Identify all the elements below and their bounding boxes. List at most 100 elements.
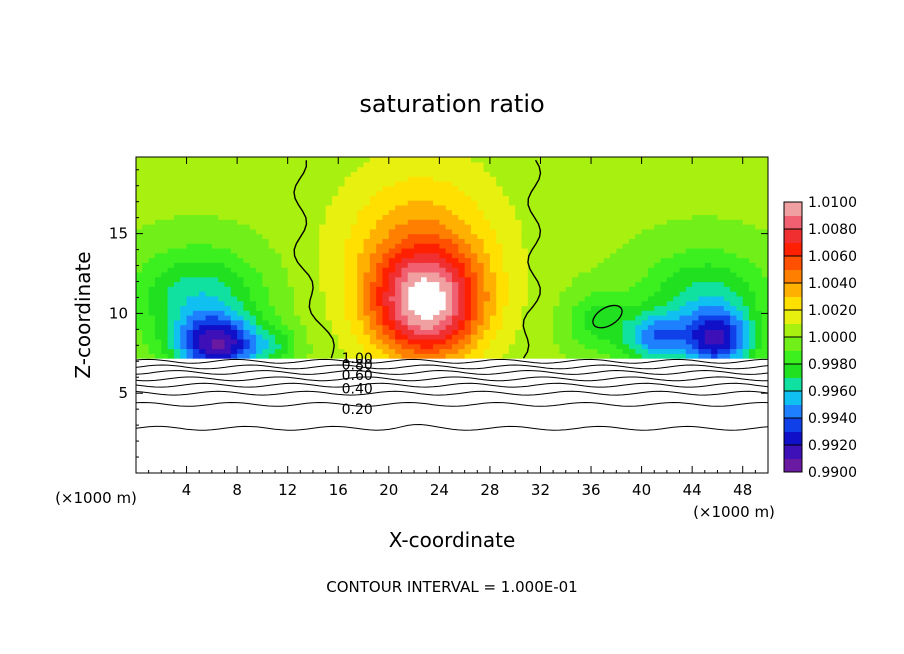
- field-cell: [603, 252, 611, 259]
- colorbar-tick-label: 0.9940: [808, 411, 857, 427]
- field-cell: [439, 247, 447, 254]
- field-cell: [565, 305, 573, 311]
- field-cell: [496, 238, 504, 244]
- field-cell: [654, 271, 662, 278]
- field-cell: [294, 348, 301, 354]
- field-cell: [205, 161, 213, 168]
- field-cell: [572, 233, 579, 239]
- field-cell: [641, 348, 649, 354]
- field-cell: [654, 305, 662, 311]
- field-cell: [256, 214, 263, 220]
- field-cell: [584, 319, 592, 326]
- field-cell: [521, 291, 529, 297]
- field-cell: [243, 334, 251, 340]
- field-cell: [578, 238, 586, 244]
- field-cell: [262, 267, 270, 273]
- field-cell: [584, 214, 592, 220]
- colorbar-swatch: [784, 323, 802, 338]
- field-cell: [749, 228, 756, 235]
- field-cell: [319, 286, 327, 292]
- field-cell: [319, 262, 327, 268]
- field-cell: [489, 334, 497, 340]
- field-cell: [369, 219, 377, 225]
- field-cell: [502, 353, 510, 359]
- field-cell: [199, 176, 207, 182]
- field-cell: [287, 176, 295, 182]
- field-cell: [723, 252, 731, 259]
- field-cell: [218, 161, 226, 168]
- field-cell: [736, 247, 744, 254]
- field-cell: [698, 161, 706, 168]
- field-cell: [502, 315, 510, 321]
- field-cell: [319, 267, 327, 273]
- field-cell: [262, 334, 270, 340]
- field-cell: [559, 305, 567, 311]
- field-cell: [470, 166, 478, 172]
- field-cell: [205, 262, 213, 268]
- field-cell: [559, 238, 567, 244]
- field-cell: [376, 348, 384, 354]
- field-cell: [218, 204, 226, 211]
- field-cell: [698, 166, 706, 172]
- field-cell: [628, 338, 636, 345]
- field-cell: [647, 185, 655, 192]
- field-cell: [205, 291, 213, 297]
- field-cell: [458, 161, 466, 168]
- field-cell: [477, 190, 485, 196]
- field-cell: [376, 166, 384, 172]
- field-cell: [477, 267, 485, 273]
- field-cell: [439, 348, 447, 354]
- field-cell: [591, 214, 598, 220]
- field-cell: [243, 214, 251, 220]
- field-cell: [281, 161, 289, 168]
- field-cell: [647, 238, 655, 244]
- field-cell: [546, 257, 554, 263]
- field-cell: [730, 295, 737, 302]
- field-cell: [508, 267, 516, 273]
- field-cell: [224, 161, 232, 168]
- field-cell: [312, 305, 320, 311]
- field-cell: [641, 228, 649, 235]
- field-cell: [388, 219, 396, 225]
- field-cell: [414, 343, 421, 350]
- field-cell: [749, 271, 756, 278]
- field-cell: [685, 209, 693, 216]
- field-cell: [173, 281, 181, 287]
- field-cell: [742, 243, 750, 249]
- field-cell: [363, 180, 371, 187]
- field-cell: [414, 243, 421, 249]
- field-cell: [610, 176, 617, 182]
- field-cell: [666, 195, 674, 201]
- field-cell: [294, 209, 301, 216]
- field-cell: [723, 243, 731, 249]
- field-cell: [388, 238, 396, 244]
- field-cell: [338, 286, 346, 292]
- field-cell: [224, 348, 232, 354]
- field-cell: [489, 343, 497, 350]
- field-cell: [578, 271, 586, 278]
- field-cell: [502, 305, 510, 311]
- field-cell: [445, 262, 453, 268]
- field-cell: [186, 209, 194, 216]
- field-cell: [458, 324, 466, 330]
- field-cell: [578, 204, 586, 211]
- field-cell: [325, 219, 333, 225]
- field-cell: [692, 166, 700, 172]
- field-cell: [136, 324, 143, 330]
- field-cell: [647, 195, 655, 201]
- field-cell: [610, 262, 617, 268]
- field-cell: [597, 214, 605, 220]
- field-cell: [603, 310, 611, 316]
- field-cell: [755, 214, 763, 220]
- field-cell: [742, 271, 750, 278]
- field-cell: [230, 171, 238, 177]
- field-cell: [565, 204, 573, 211]
- field-cell: [704, 166, 712, 172]
- field-cell: [325, 157, 333, 163]
- field-cell: [148, 190, 156, 196]
- field-cell: [553, 338, 561, 345]
- field-cell: [180, 353, 188, 359]
- field-cell: [312, 281, 320, 287]
- field-cell: [331, 209, 339, 216]
- field-cell: [344, 295, 352, 302]
